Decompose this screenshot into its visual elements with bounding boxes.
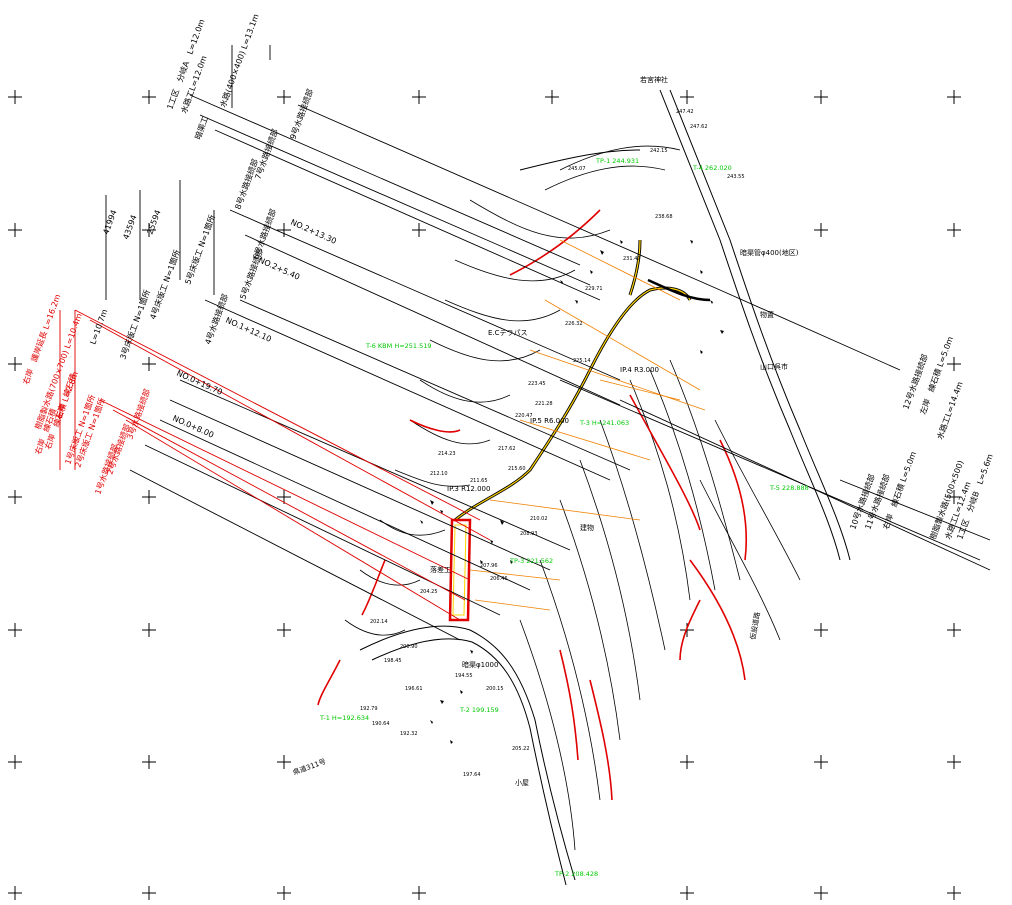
survey-point-p1: T-6 KBM H=251.519: [365, 342, 432, 350]
elevation-label: 243.55: [727, 174, 745, 180]
road-edges: [359, 89, 851, 886]
contour-lines: [344, 145, 801, 851]
elevation-label: 204.25: [420, 589, 438, 595]
elevation-label: 192.79: [360, 706, 378, 712]
registration-crosses: [8, 90, 961, 900]
survey-point-p7: T-3 H=241.063: [579, 419, 629, 427]
elevation-label: 200.90: [400, 644, 418, 650]
elevation-label: 212.10: [430, 471, 448, 477]
elevation-label: 198.45: [384, 658, 402, 664]
elevation-label: 207.96: [480, 563, 498, 569]
elevation-label: 205.22: [512, 746, 530, 752]
elevation-label: 214.23: [438, 451, 456, 457]
misc-m5: 山口呉市: [760, 362, 788, 371]
elevation-label: 245.07: [568, 166, 586, 172]
top-leader-t3: 水路(400×400) L=13.1m: [217, 12, 260, 108]
elevation-label: 215.60: [508, 466, 526, 472]
misc-m10: 暗渠管φ400(地区): [740, 248, 799, 257]
misc-m11: 仮設道路: [748, 611, 762, 640]
station-s4: NO.0+19.70: [175, 369, 224, 397]
survey-point-p3: T-4 262.020: [692, 164, 732, 172]
elevation-label: 210.02: [530, 516, 548, 522]
misc-m6: 県道311号: [292, 757, 327, 777]
dimension-d2: 43594: [121, 214, 138, 241]
elevation-label: 242.15: [650, 148, 668, 154]
elevation-label: 223.45: [528, 381, 546, 387]
survey-point-p10: T-2 199.159: [459, 706, 499, 714]
top-leader-t11: 4号床版工 N=1箇所: [147, 248, 182, 320]
misc-m3: 落差工: [430, 565, 451, 574]
red-leader-lines: [59, 309, 491, 621]
misc-m9: 小屋: [515, 778, 529, 787]
red-channel-section: [448, 518, 472, 622]
survey-point-p12: TP-2 208.428: [554, 870, 598, 878]
top-leader-lines: [105, 45, 991, 641]
top-leader-t12: 3号床版工 N=1箇所: [117, 288, 152, 360]
survey-point-p6: IP.4 R3.000: [620, 366, 659, 374]
elevation-label: 225.14: [573, 358, 591, 364]
elevation-label: 247.62: [690, 124, 708, 130]
red-contours: [317, 209, 748, 801]
dimension-d3: 25594: [145, 209, 162, 236]
misc-m1: 若宮神社: [640, 75, 668, 84]
misc-labels: 若宮神社 E.Cテラパス 落差工 暗渠φ1000 山口呉市 県道311号 物置 …: [292, 75, 799, 787]
misc-m4: 暗渠φ1000: [462, 660, 498, 669]
top-leader-t7: 7号水路接続部: [252, 127, 280, 180]
survey-point-p11: T-5 228.888: [769, 484, 809, 492]
elevation-label: 221.28: [535, 401, 553, 407]
survey-point-p5: IP.3 R12.000: [447, 485, 490, 493]
misc-m8: 建物: [580, 523, 594, 532]
top-leader-t13: 5号床版工 N=1箇所: [182, 213, 217, 285]
misc-m2: E.Cテラパス: [488, 329, 527, 337]
orange-leaders: [469, 239, 706, 611]
elevation-label: 208.93: [520, 531, 538, 537]
top-leader-t4: 9号水路接続部: [287, 87, 315, 140]
elevation-label: 197.64: [463, 772, 481, 778]
dimension-d4: L=10.7m: [88, 308, 109, 346]
station-s1: NO.2+13.30: [289, 218, 338, 246]
elevation-label: 229.71: [585, 286, 603, 292]
right-leader-labels: 12号水路接続部 左岸 練石積 L=5.0m 11号水路接続部 水路工L=14.…: [847, 335, 994, 541]
elevation-label: 217.62: [498, 446, 516, 452]
top-leader-t6: 8号水路接続部: [232, 157, 260, 210]
station-s3: NO.1+12.10: [224, 316, 273, 344]
elevation-label: 226.32: [565, 321, 583, 327]
dimension-labels: 41994 43594 25594 L=10.7m: [88, 209, 162, 346]
station-s2: NO.2+5.40: [257, 256, 301, 282]
elevation-label: 192.32: [400, 731, 418, 737]
elevation-label: 220.47: [515, 413, 533, 419]
survey-point-p9: T-1 H=192.634: [319, 714, 369, 722]
elevation-label: 194.55: [455, 673, 473, 679]
elevation-label: 211.65: [470, 478, 488, 484]
top-leader-labels: 1工区 分岐A L=12.0m 水路工L=12.0m 水路(400×400) L…: [117, 12, 315, 360]
elevation-label: 238.68: [655, 214, 673, 220]
elevation-label: 200.15: [486, 686, 504, 692]
elevation-label: 231.47: [623, 256, 641, 262]
survey-point-p2: TP-1 244.931: [595, 157, 639, 165]
elevation-label: 190.64: [372, 721, 390, 727]
elevation-label: 202.14: [370, 619, 388, 625]
right-leader-g4: 水路工L=14.4m: [934, 380, 964, 441]
elevation-label: 196.61: [405, 686, 423, 692]
misc-m7: 物置: [760, 310, 774, 319]
elevation-labels: 247.42 247.62 242.15 245.07 243.55 238.6…: [360, 109, 745, 778]
dimension-d1: 41994: [101, 209, 118, 236]
elevation-label: 247.42: [676, 109, 694, 115]
survey-point-p4: IP.5 R6.000: [530, 417, 569, 425]
survey-points: T-6 KBM H=251.519 TP-1 244.931 T-4 262.0…: [319, 157, 809, 878]
top-leader-t5: 暗渠工: [192, 115, 210, 141]
survey-point-p8: TP-3 221.562: [509, 557, 553, 565]
elevation-label: 206.46: [490, 576, 508, 582]
